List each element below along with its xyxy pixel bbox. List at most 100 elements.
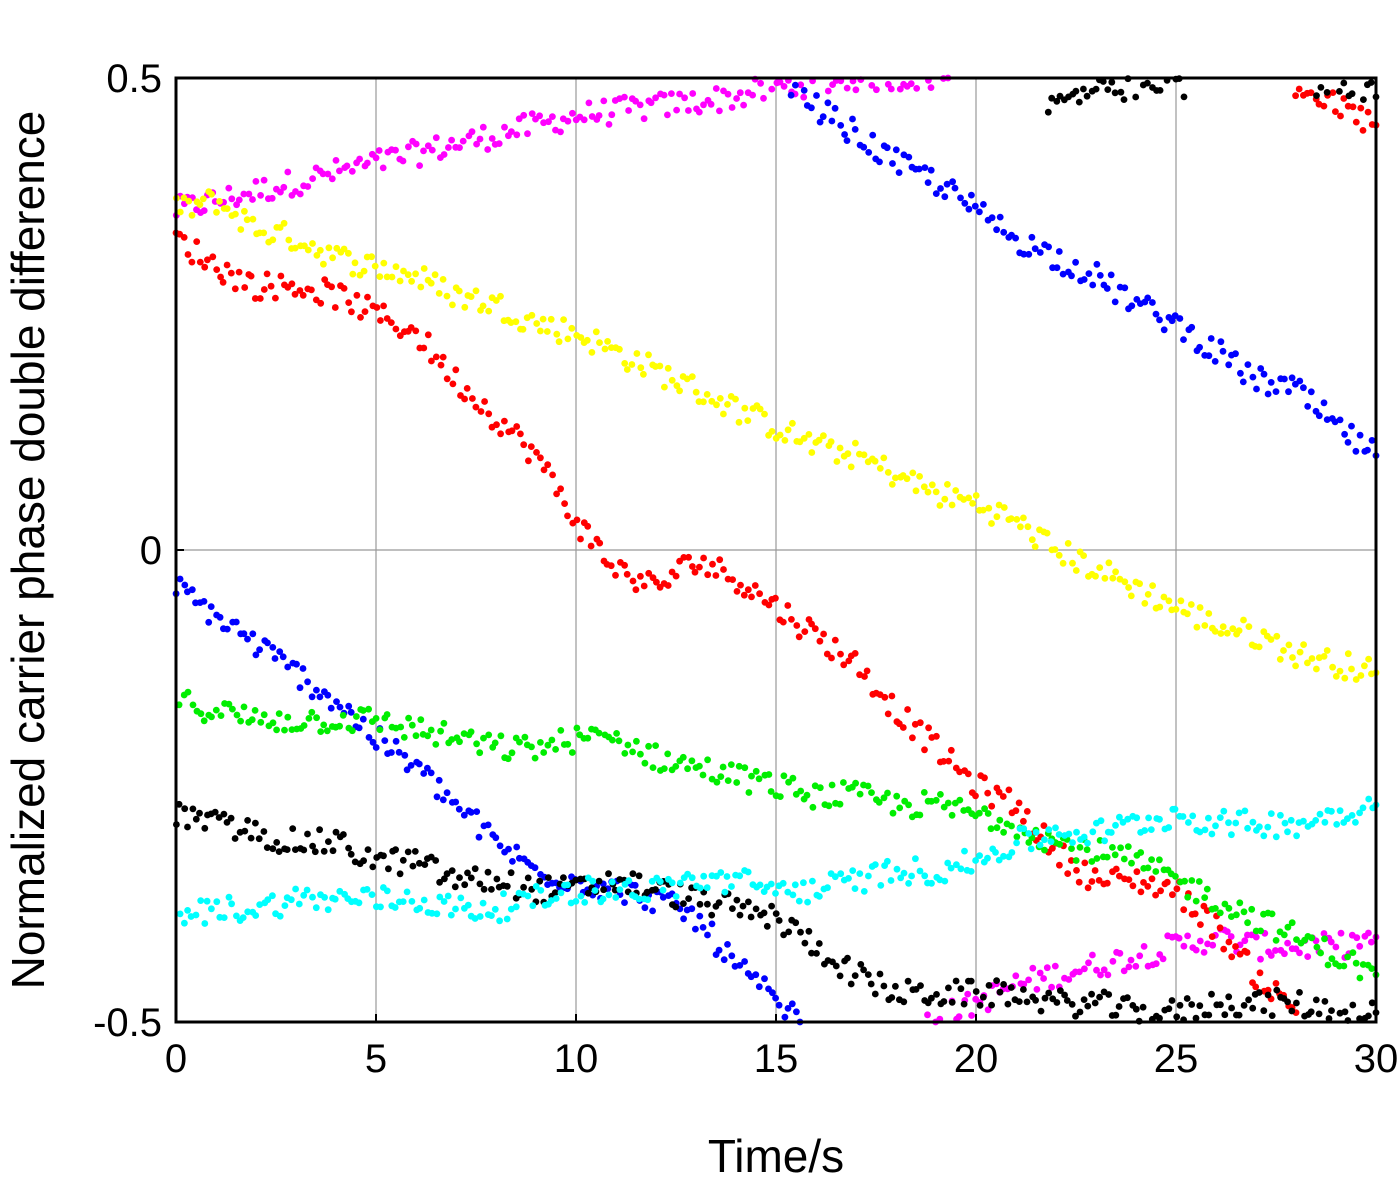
data-point <box>1183 995 1191 1002</box>
data-point <box>784 602 792 609</box>
data-point <box>703 884 711 892</box>
data-point <box>273 839 281 846</box>
data-point <box>1192 946 1200 954</box>
data-point <box>512 903 520 911</box>
data-point <box>416 904 424 912</box>
data-point <box>443 789 451 797</box>
data-point <box>940 998 948 1005</box>
data-point <box>984 854 991 862</box>
data-point <box>824 87 832 95</box>
data-point <box>252 819 259 827</box>
data-point <box>684 765 691 773</box>
data-point <box>449 380 457 388</box>
data-point <box>209 253 217 261</box>
data-point <box>1217 630 1225 637</box>
data-point <box>860 888 868 895</box>
data-point <box>441 875 448 883</box>
data-point <box>805 927 813 935</box>
data-point <box>615 737 623 745</box>
data-point <box>737 581 744 589</box>
data-point <box>857 961 865 968</box>
data-point <box>347 850 355 858</box>
data-point <box>889 160 896 167</box>
data-point <box>1125 876 1133 883</box>
data-point <box>1341 1008 1349 1016</box>
data-point <box>1081 965 1088 973</box>
data-point <box>272 294 279 302</box>
series-1-points <box>173 188 1380 683</box>
data-point <box>249 215 257 223</box>
data-point <box>296 287 304 294</box>
data-point <box>347 708 355 716</box>
data-point <box>201 920 209 927</box>
data-point <box>1221 900 1229 908</box>
data-point <box>652 94 659 102</box>
data-point <box>808 104 815 112</box>
data-point <box>443 292 451 300</box>
data-point <box>763 922 771 930</box>
data-point <box>1111 298 1119 306</box>
data-point <box>643 888 651 896</box>
data-point <box>1368 938 1375 946</box>
data-point <box>1208 830 1216 838</box>
data-point <box>856 870 864 877</box>
data-point <box>1007 984 1015 991</box>
data-point <box>1084 839 1091 847</box>
data-point <box>197 897 205 904</box>
data-point <box>723 873 731 880</box>
data-point <box>1000 228 1008 236</box>
data-point <box>591 887 599 894</box>
data-point <box>1260 1007 1268 1015</box>
data-point <box>391 904 399 911</box>
data-point <box>1359 804 1367 812</box>
data-point <box>912 855 919 863</box>
data-point <box>659 894 667 901</box>
data-point <box>944 859 952 867</box>
data-point <box>628 361 636 368</box>
data-point <box>1336 416 1344 424</box>
data-point <box>909 469 917 477</box>
data-point <box>1101 837 1108 845</box>
data-point <box>479 123 487 131</box>
data-point <box>508 128 515 136</box>
data-point <box>1267 810 1275 817</box>
data-point <box>392 263 400 271</box>
data-point <box>847 980 855 988</box>
data-point <box>1252 983 1260 991</box>
data-point <box>275 848 283 855</box>
data-point <box>892 982 899 990</box>
data-point <box>277 272 285 280</box>
data-point <box>467 874 475 882</box>
data-point <box>1157 887 1164 895</box>
data-point <box>277 188 284 196</box>
data-point <box>1013 839 1020 847</box>
data-point <box>517 430 524 438</box>
data-point <box>1076 1008 1084 1016</box>
data-point <box>1368 999 1376 1007</box>
data-point <box>531 864 539 872</box>
data-point <box>1349 1001 1357 1009</box>
data-point <box>383 711 391 718</box>
data-point <box>1027 845 1035 853</box>
data-point <box>1000 981 1007 988</box>
data-point <box>223 261 231 269</box>
data-point <box>379 164 387 172</box>
data-point <box>557 889 565 897</box>
x-tick-label: 0 <box>165 1037 187 1081</box>
data-point <box>920 789 928 796</box>
data-point <box>412 140 420 148</box>
data-point <box>300 891 308 899</box>
data-point <box>309 893 316 901</box>
data-point <box>629 577 637 585</box>
grid-lines <box>176 78 1376 1022</box>
data-point <box>1320 930 1328 937</box>
data-point <box>365 734 373 741</box>
data-point <box>544 461 552 469</box>
data-point <box>1228 953 1236 961</box>
data-point <box>676 90 683 98</box>
data-point <box>533 449 540 456</box>
data-point <box>372 744 380 751</box>
data-point <box>917 982 924 989</box>
data-point <box>779 618 787 626</box>
data-point <box>457 894 465 902</box>
